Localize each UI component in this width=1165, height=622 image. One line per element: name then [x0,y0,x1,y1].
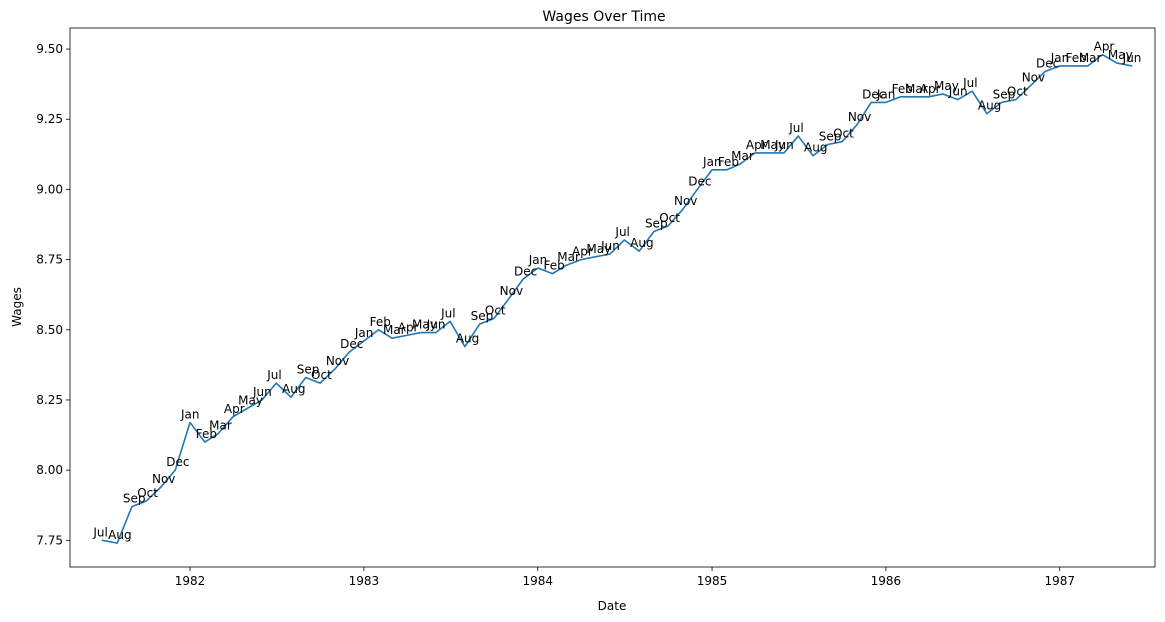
y-tick-label: 9.25 [36,112,63,126]
x-tick-label: 1986 [871,574,902,588]
x-tick-label: 1985 [697,574,728,588]
point-label: Jan [876,87,896,101]
point-label: Apr [920,82,941,96]
point-label: Dec [1036,57,1059,71]
point-label: Aug [978,99,1001,113]
point-label: Jun [426,318,446,332]
y-tick-label: 7.75 [36,533,63,547]
point-label: Dec [166,455,189,469]
x-tick-label: 1987 [1044,574,1075,588]
point-label: Feb [1066,51,1087,65]
point-label: Jan [1050,51,1070,65]
y-tick-label: 8.50 [36,323,63,337]
point-label: Aug [282,382,305,396]
point-label: Jan [180,407,200,421]
point-label: Jul [92,525,107,539]
point-label: Feb [196,427,217,441]
point-label: Jan [702,155,722,169]
point-label: Feb [892,82,913,96]
point-label: May [934,79,959,93]
point-label: Nov [326,354,349,368]
chart-title: Wages Over Time [542,9,665,25]
point-label: May [1108,48,1133,62]
point-label: Nov [500,284,523,298]
point-label: Dec [862,87,885,101]
wages-series-line [101,53,1133,544]
plot-area: Jul AugSepOctNovDecJanFebMarAprMayJunJulA… [92,40,1141,544]
point-labels: Jul AugSepOctNovDecJanFebMarAprMayJunJulA… [92,40,1141,542]
point-label: Dec [340,337,363,351]
y-tick-label: 9.00 [36,182,63,196]
point-label: Feb [370,315,391,329]
point-label: Aug [804,141,827,155]
point-label: Jul [614,225,629,239]
point-label: Oct [833,127,854,141]
point-label: Oct [137,486,158,500]
point-label: Mar [383,323,406,337]
point-label: Aug [630,236,653,250]
point-label: Nov [674,194,697,208]
x-axis-title: Date [598,599,627,613]
point-label: Sep [645,217,668,231]
point-label: Sep [471,309,494,323]
point-label: Jun [600,239,620,253]
point-label: Oct [485,304,506,318]
point-label: Jan [354,326,374,340]
point-label: Sep [993,87,1016,101]
point-label: Feb [543,259,564,273]
point-label: Jun [252,385,272,399]
point-label: Apr [398,320,419,334]
x-axis: 1982 1983 1984 1985 1986 1987 [175,567,1075,588]
y-tick-label: 8.75 [36,253,63,267]
plot-frame [69,27,1156,568]
point-label: Jun [774,138,794,152]
point-label: Apr [746,138,767,152]
point-label: May [760,138,785,152]
point-label: Mar [731,149,754,163]
point-label: Sep [819,130,842,144]
point-label: Jul [962,76,977,90]
point-label: Jun [948,85,968,99]
point-label: May [586,242,611,256]
x-tick-label: 1982 [175,574,206,588]
x-tick-label: 1984 [522,574,553,588]
point-label: Nov [1022,71,1045,85]
point-label: Oct [659,211,680,225]
point-label: Sep [297,363,320,377]
point-label: Jun [1122,51,1142,65]
point-label: Apr [572,245,593,259]
x-tick-label: 1983 [349,574,380,588]
point-label: Apr [1094,40,1115,54]
point-label: Mar [557,250,580,264]
y-tick-label: 8.00 [36,463,63,477]
y-axis-title: Wages [10,287,24,327]
y-axis: 7.75 8.00 8.25 8.50 8.75 9.00 9.25 9.50 [36,42,70,547]
y-tick-label: 8.25 [36,393,63,407]
point-label: May [412,318,437,332]
point-label: Nov [848,110,871,124]
point-label: May [238,393,263,407]
point-label: Apr [224,402,245,416]
point-label: Jan [528,253,548,267]
point-label: Feb [718,155,739,169]
point-label: Dec [514,264,537,278]
point-label: Mar [905,82,928,96]
point-label: Nov [152,472,175,486]
point-label: Oct [311,368,332,382]
point-label: Dec [688,174,711,188]
point-label: Aug [108,528,131,542]
point-label: Aug [456,332,479,346]
y-tick-label: 9.50 [36,42,63,56]
point-label: Mar [1079,51,1102,65]
point-label: Jul [266,368,281,382]
point-label: Sep [123,492,146,506]
point-label: Oct [1007,85,1028,99]
point-label: Jul [788,121,803,135]
point-label: Jul [440,306,455,320]
point-label: Mar [209,419,232,433]
